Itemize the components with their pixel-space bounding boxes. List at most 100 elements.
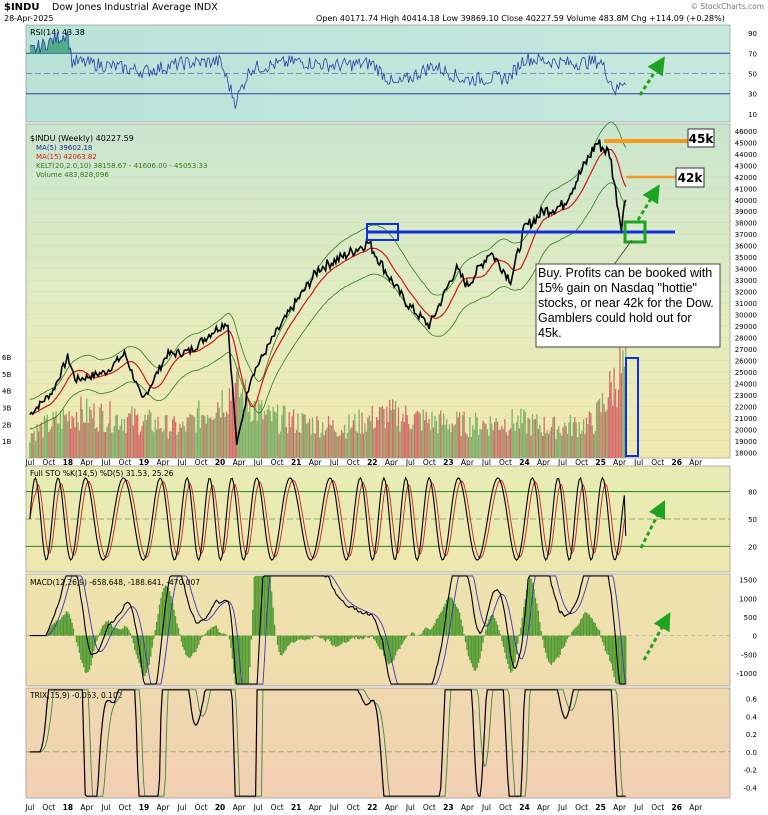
macd-histogram-bar [257, 575, 260, 636]
macd-histogram-bar [205, 632, 207, 636]
macd-histogram-bar [220, 633, 222, 636]
volume-bar [603, 403, 605, 458]
price-tick-label: 18000 [735, 449, 757, 457]
legend-volume: Volume 483,828,096 [36, 171, 109, 179]
x-tick-label: 18 [63, 458, 73, 467]
volume-bar [613, 367, 615, 458]
volume-bar [144, 414, 146, 458]
volume-bar [508, 430, 510, 458]
volume-bar [338, 436, 340, 458]
macd-histogram-bar [271, 591, 273, 636]
volume-bar [67, 421, 69, 458]
macd-histogram-bar [161, 591, 164, 636]
macd-histogram-bar [186, 635, 188, 657]
volume-bar [205, 423, 207, 458]
macd-histogram-bar [189, 635, 191, 659]
volume-bar [33, 430, 35, 458]
volume-bar [71, 415, 73, 458]
macd-histogram-bar [59, 619, 62, 636]
macd-histogram-bar [383, 635, 385, 656]
macd-histogram-bar [537, 610, 540, 636]
macd-histogram-bar [544, 635, 547, 653]
macd-histogram-bar [351, 635, 353, 639]
macd-histogram-bar [83, 635, 85, 668]
volume-bar [131, 406, 133, 458]
macd-histogram-bar [603, 635, 605, 646]
volume-bar [132, 425, 134, 458]
volume-bar [493, 421, 496, 458]
macd-histogram-bar [495, 621, 497, 636]
volume-bar [125, 433, 127, 458]
macd-histogram-bar [169, 591, 171, 636]
volume-bar [510, 428, 512, 458]
volume-bar [403, 421, 405, 458]
volume-bar [428, 419, 430, 458]
volume-bar [537, 428, 540, 458]
macd-histogram-bar [148, 635, 150, 665]
macd-histogram-bar [263, 575, 266, 636]
volume-bar [227, 414, 229, 458]
x-tick-label: Oct [347, 803, 360, 812]
macd-histogram-bar [428, 629, 430, 636]
volume-bar [373, 428, 375, 458]
volume-bar [571, 436, 573, 458]
macd-histogram-bar [225, 634, 228, 636]
volume-bar [94, 428, 97, 458]
volume-bar [244, 378, 247, 458]
volume-bar [358, 409, 360, 458]
x-axis-bottom: Jul Oct 18 Apr Jul Oct 19 Apr Jul Oct 20 Apr Jul Oct 2… [24, 803, 703, 812]
volume-bar [370, 421, 372, 458]
macd-histogram-bar [84, 635, 86, 673]
trix-tick-label: 0.2 [746, 731, 757, 739]
volume-bar [295, 429, 298, 458]
volume-bar [527, 417, 529, 458]
volume-bar [206, 414, 209, 458]
volume-bar [303, 414, 305, 458]
volume-bar [616, 407, 618, 458]
volume-bar [174, 421, 177, 458]
price-tick-label: 29000 [735, 323, 757, 331]
volume-bar [176, 434, 178, 458]
volume-bar [499, 429, 502, 458]
macd-histogram-bar [349, 635, 352, 640]
volume-bar [565, 425, 567, 458]
macd-histogram-bar [287, 635, 289, 647]
volume-bar [558, 426, 560, 458]
volume-bar [204, 416, 206, 458]
volume-bar [134, 408, 136, 458]
volume-bar [103, 432, 105, 458]
macd-histogram-bar [249, 635, 251, 667]
macd-histogram-bar [559, 635, 561, 656]
volume-bar [59, 410, 62, 458]
volume-bar [457, 417, 459, 458]
macd-histogram-bar [362, 635, 365, 640]
volume-bar [374, 427, 376, 458]
macd-tick-label: 500 [744, 614, 757, 622]
x-tick-label: Oct [195, 803, 208, 812]
macd-histogram-bar [160, 597, 162, 636]
macd-histogram-bar [482, 635, 484, 643]
volume-bar [566, 433, 569, 458]
volume-bar [61, 428, 63, 458]
volume-bar [601, 393, 604, 458]
price-tick-label: 22000 [735, 403, 757, 411]
volume-bar [593, 434, 595, 458]
volume-bar [443, 413, 445, 458]
macd-histogram-bar [464, 635, 467, 643]
volume-bar [418, 412, 420, 458]
volume-bar [250, 421, 252, 458]
volume-bar [515, 422, 518, 458]
macd-histogram-bar [99, 632, 101, 636]
macd-histogram-bar [590, 617, 592, 636]
price-tick-label: 28000 [735, 334, 757, 342]
volume-bar [170, 431, 172, 458]
sto-k-line [29, 476, 627, 562]
volume-bar [595, 402, 598, 458]
macd-histogram-bar [311, 635, 314, 639]
volume-bar [45, 418, 47, 458]
macd-histogram-bar [469, 635, 471, 661]
volume-bar [394, 401, 397, 458]
price-tick-label: 46000 [735, 128, 757, 136]
macd-histogram-bar [620, 635, 623, 685]
volume-bar [110, 432, 113, 458]
